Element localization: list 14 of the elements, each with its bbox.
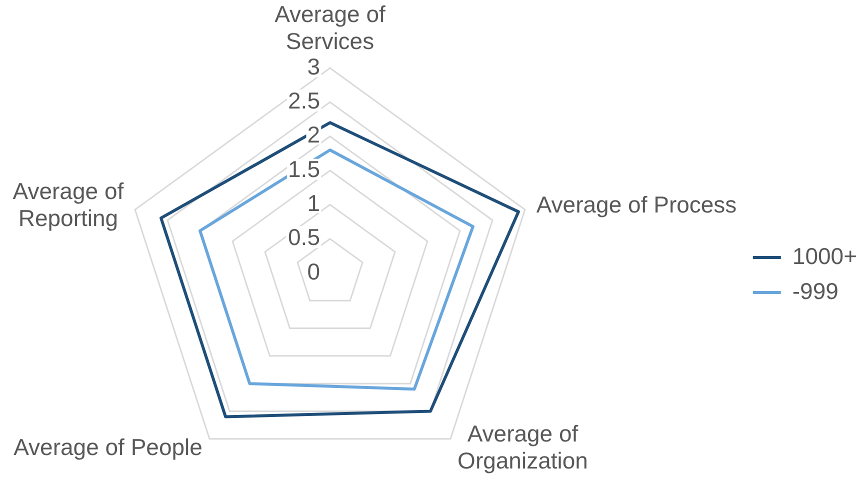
y-tick-label: 2.5 [288,88,320,114]
legend-label: -999 [792,278,838,304]
y-tick-label: 0.5 [288,224,320,250]
spoke-label: Average of Services [274,0,386,54]
y-tick-label: 0 [307,258,320,284]
spoke-label: Average of Reporting [12,178,124,231]
y-tick-label: 1 [307,190,320,216]
legend-label: 1000+ [792,242,858,269]
y-tick-label: 2 [307,122,320,148]
spoke-label: Average of Organization [458,420,588,474]
spoke-label: Average of People [14,434,202,460]
y-tick-label: 3 [307,53,320,80]
y-tick-label: 1.5 [288,156,320,182]
spoke-label: Average of Process [536,191,737,218]
